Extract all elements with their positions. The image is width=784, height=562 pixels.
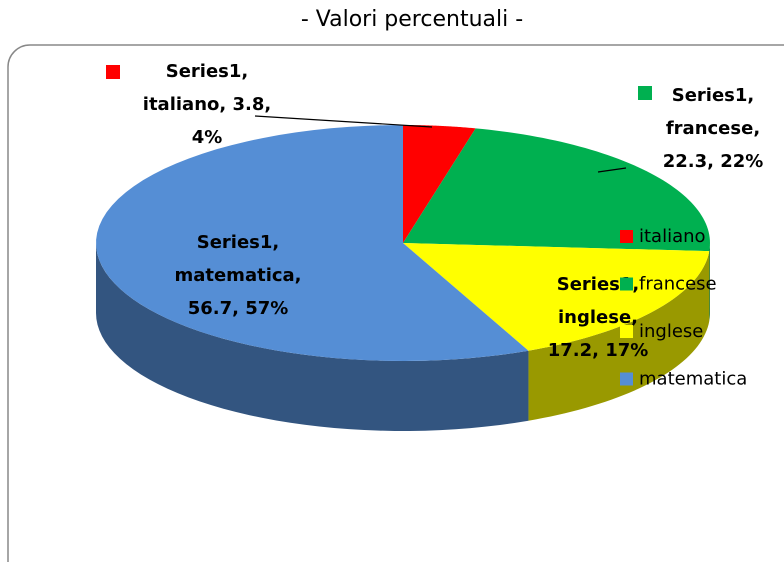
slice-side xyxy=(528,251,710,421)
legend-label: inglese xyxy=(639,321,703,342)
legend-label: francese xyxy=(639,274,717,295)
label-key xyxy=(520,276,534,290)
data-label: Series1, xyxy=(672,85,755,106)
slice xyxy=(403,243,710,351)
slice-side xyxy=(709,243,710,322)
legend-swatch xyxy=(620,277,633,291)
pie-tops xyxy=(96,125,710,361)
data-label: 56.7, 57% xyxy=(188,298,289,319)
legend-swatch xyxy=(620,325,633,338)
leader-line xyxy=(597,167,627,173)
legend-swatch xyxy=(620,230,633,243)
data-label: 22.3, 22% xyxy=(663,151,764,172)
slice xyxy=(96,125,529,361)
data-label: matematica, xyxy=(174,265,301,286)
slice xyxy=(403,128,710,252)
legend-swatch xyxy=(620,372,633,386)
label-key xyxy=(140,234,154,248)
data-label: italiano, 3.8, xyxy=(143,94,271,115)
data-label: 4% xyxy=(192,127,223,148)
data-label: Series1, xyxy=(166,61,249,82)
data-label: Series1, xyxy=(557,274,640,295)
slice-side xyxy=(96,243,529,431)
pie-sides xyxy=(96,243,710,431)
legend: italiano francese inglese matematica xyxy=(620,226,747,390)
slice xyxy=(403,125,476,243)
legend-label: matematica xyxy=(639,369,747,390)
data-label: Series1, xyxy=(197,232,280,253)
leader-line xyxy=(254,115,433,128)
data-labels: Series1,italiano, 3.8,4%Series1,francese… xyxy=(106,61,763,361)
chart-title: - Valori percentuali - xyxy=(301,7,523,32)
label-key xyxy=(638,86,652,100)
label-key xyxy=(106,65,120,79)
data-label: 17.2, 17% xyxy=(548,340,649,361)
legend-label: italiano xyxy=(639,226,706,247)
data-label: inglese, xyxy=(558,307,638,328)
data-label: francese, xyxy=(666,118,760,139)
